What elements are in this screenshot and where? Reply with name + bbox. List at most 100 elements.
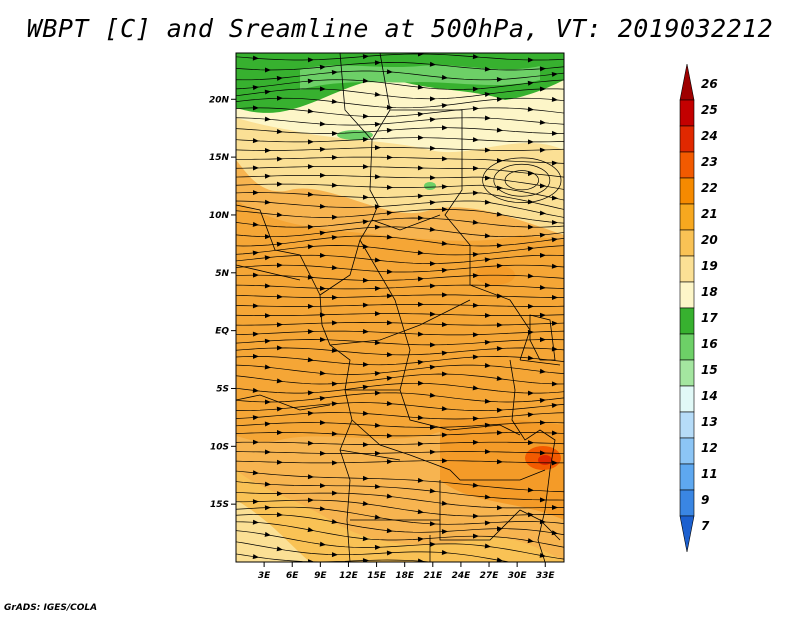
shade-southwest-19 [236,500,310,562]
streamline-arrow [551,160,558,166]
y-tick-label: 10S [210,442,229,452]
streamline-arrow [417,558,424,562]
colorbar-label: 9 [701,493,709,507]
streamline-arrow [331,347,338,353]
streamline-arrow [362,328,369,334]
streamline-arrow [417,276,424,282]
streamline-arrow [319,172,326,178]
colorbar-swatch [679,333,695,361]
streamline [236,373,564,385]
streamline [236,530,564,560]
streamline-arrow [386,320,393,326]
colorbar-swatch [679,307,695,335]
streamline-arrow [441,292,448,298]
streamline-arrow [331,98,338,104]
streamline-arrow [551,381,558,387]
streamline-arrow [496,127,503,133]
colorbar-label: 23 [701,155,718,169]
streamline [236,274,564,281]
streamline [236,499,564,517]
streamline-arrow [386,433,393,439]
streamline-arrow [539,66,546,72]
streamline-arrow [374,257,381,263]
x-tick-label: 21E [423,571,443,581]
streamline-arrow [472,251,479,257]
streamline-arrow [252,415,259,421]
streamline-arrow [441,184,448,190]
colorbar-swatch [679,359,695,387]
streamline [236,521,564,548]
grads-credit: GrADS: IGES/COLA [4,603,98,613]
streamline-arrow [307,191,314,197]
streamline-arrow [276,181,283,187]
colorbar-swatch [679,203,695,231]
colorbar-label: 13 [701,415,718,429]
x-tick-label: 9E [314,571,327,581]
colorbar-swatch [679,385,695,413]
streamline-arrow [441,125,448,131]
colorbar-label: 14 [701,389,718,403]
streamline-arrow [441,406,448,412]
streamline-arrow [374,204,381,210]
streamline-arrow [429,145,436,151]
streamline-arrow [528,573,534,578]
streamline [236,209,564,224]
streamline-arrow [264,173,271,179]
streamline-arrow [307,78,314,84]
streamline [236,107,564,117]
streamline-arrow [374,145,381,151]
streamline-arrow [276,430,283,436]
streamline-arrow [539,519,546,525]
streamline-arrow [527,303,534,309]
streamline-arrow [441,240,448,246]
streamline-arrow [417,331,424,337]
colorbar-label: 16 [701,337,718,351]
streamline-arrow [362,410,369,416]
streamline-arrow [472,273,479,279]
y-tick-label: 5N [215,269,229,279]
streamline-arrow [362,277,369,283]
streamline-arrow [386,269,393,275]
streamline [236,245,564,256]
x-tick-label: 3E [258,571,271,581]
streamline-arrow [276,128,283,134]
streamline-arrow [484,282,491,288]
map-title: WBPT [C] and Sreamline at 500hPa, VT: 20… [26,14,774,43]
y-tick-label: EQ [215,327,229,337]
colorbar-label: 17 [701,311,718,325]
streamline-arrow [551,320,558,326]
colorbar-swatch [679,125,695,153]
streamline-arrow [307,329,314,335]
streamline-arrow [386,293,393,299]
streamline-arrow [496,526,503,532]
streamline-arrow [319,506,326,512]
streamline-arrow [386,154,393,160]
streamline-arrow [319,483,326,489]
streamline [236,127,564,134]
streamline-arrow [484,115,491,121]
streamline [236,451,564,454]
streamline-arrow [362,244,369,250]
streamline [236,514,564,536]
streamline-arrow [362,302,369,308]
streamline [236,147,564,151]
streamline [236,294,564,298]
streamline-arrow [264,481,271,487]
streamline-arrow [276,322,283,328]
streamline-arrow [253,439,259,445]
streamline-arrow [417,215,424,221]
colorbar-label: 25 [701,103,718,117]
streamline-arrow [539,210,546,216]
streamline-arrow [527,538,534,544]
streamline-arrow [429,261,436,267]
streamline-arrow [374,422,381,428]
colorbar-label: 26 [701,77,718,91]
streamline-arrow [539,450,546,456]
streamline-arrow [484,175,491,181]
streamline-arrow [252,165,259,171]
streamline-arrow [539,312,546,318]
streamline-arrow [429,226,436,232]
streamline-arrow [429,96,436,102]
colorbar-swatch [679,411,695,439]
streamline [236,313,564,316]
